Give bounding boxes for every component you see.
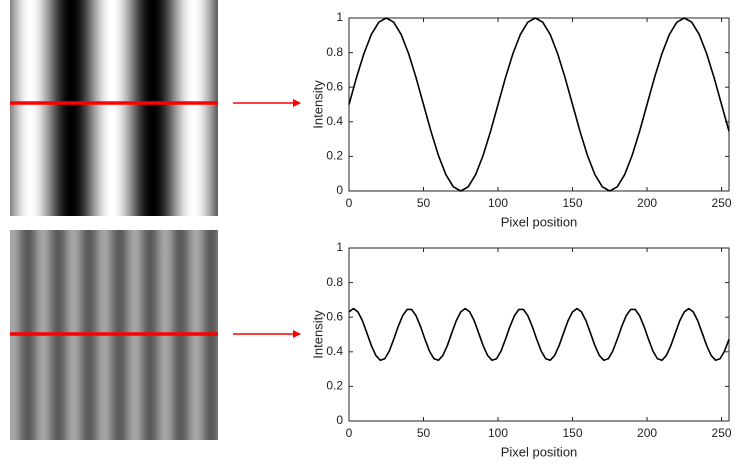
x-tick-label: 250 bbox=[712, 196, 732, 210]
data-line bbox=[348, 307, 730, 362]
axes-box bbox=[348, 247, 730, 422]
y-tick-label: 0 bbox=[336, 183, 343, 197]
y-tick-label: 1 bbox=[336, 10, 343, 24]
x-tick-label: 250 bbox=[712, 426, 732, 440]
x-axis-label: Pixel position bbox=[501, 444, 578, 459]
axes-box bbox=[348, 17, 730, 192]
x-tick-label: 0 bbox=[346, 196, 353, 210]
x-tick-label: 50 bbox=[417, 196, 431, 210]
x-tick-label: 200 bbox=[637, 426, 657, 440]
fringe-image bbox=[10, 0, 218, 216]
y-tick-label: 0.4 bbox=[326, 114, 343, 128]
y-axis-label: Intensity bbox=[310, 310, 325, 359]
x-tick-label: 200 bbox=[637, 196, 657, 210]
y-tick-label: 0.4 bbox=[326, 344, 343, 358]
data-line bbox=[348, 17, 730, 192]
y-tick-label: 1 bbox=[336, 240, 343, 254]
y-tick-label: 0.2 bbox=[326, 379, 343, 393]
y-tick-label: 0.6 bbox=[326, 309, 343, 323]
x-tick-label: 150 bbox=[563, 426, 583, 440]
x-tick-label: 100 bbox=[488, 426, 508, 440]
y-tick-label: 0.8 bbox=[326, 275, 343, 289]
y-tick-label: 0.6 bbox=[326, 79, 343, 93]
y-tick-label: 0.2 bbox=[326, 149, 343, 163]
x-tick-label: 100 bbox=[488, 196, 508, 210]
y-tick-label: 0 bbox=[336, 413, 343, 427]
x-axis-label: Pixel position bbox=[501, 214, 578, 229]
x-tick-label: 150 bbox=[563, 196, 583, 210]
x-tick-label: 50 bbox=[417, 426, 431, 440]
y-tick-label: 0.8 bbox=[326, 45, 343, 59]
x-tick-label: 0 bbox=[346, 426, 353, 440]
y-axis-label: Intensity bbox=[310, 80, 325, 129]
